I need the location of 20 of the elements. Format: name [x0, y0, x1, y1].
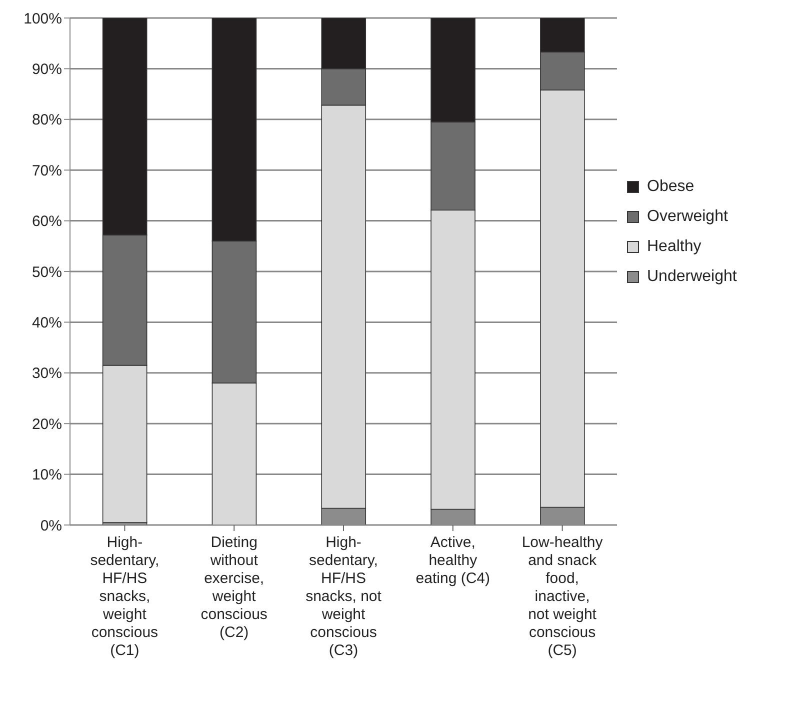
- y-tick-label: 30%: [32, 365, 62, 382]
- y-tick-label: 90%: [32, 61, 62, 78]
- x-tick-label: Active, healthy eating (C4): [416, 534, 490, 587]
- y-tick-label: 80%: [32, 112, 62, 129]
- x-tick-label: Dieting without exercise, weight conscious (C2): [200, 534, 268, 641]
- x-tick-label: Low-healthy and snack food, inactive, not weight conscious (C5): [522, 534, 604, 659]
- legend-label: Healthy: [647, 238, 702, 256]
- legend-label: Overweight: [647, 208, 728, 226]
- y-tick-label: 40%: [32, 314, 62, 332]
- y-tick-label: 0%: [40, 517, 62, 534]
- legend-label: Obese: [647, 178, 694, 196]
- legend-label: Underweight: [647, 268, 737, 286]
- x-tick-label: High-sedentary, HF/HS snacks, not weight conscious (C3): [306, 534, 382, 659]
- y-tick-label: 70%: [32, 162, 62, 180]
- y-tick-label: 10%: [32, 466, 62, 484]
- y-tick-label: 60%: [32, 213, 62, 230]
- y-tick-label: 20%: [32, 416, 62, 433]
- x-tick-label: High-sedentary, HF/HS snacks, weight conscious (C1): [90, 534, 160, 659]
- y-tick-label: 50%: [32, 264, 62, 281]
- y-tick-label: 100%: [24, 10, 62, 28]
